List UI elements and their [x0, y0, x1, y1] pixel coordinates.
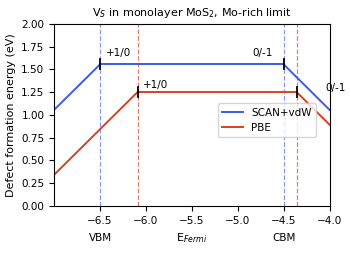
- SCAN+vdW: [98, 63, 102, 66]
- Text: +1/0: +1/0: [143, 80, 168, 90]
- Text: +1/0: +1/0: [106, 48, 132, 58]
- Title: V$_S$ in monolayer MoS$_2$, Mo-rich limit: V$_S$ in monolayer MoS$_2$, Mo-rich limi…: [92, 6, 292, 20]
- Text: CBM: CBM: [272, 233, 296, 243]
- Line: SCAN+vdW: SCAN+vdW: [54, 64, 100, 110]
- Text: 0/-1: 0/-1: [252, 48, 273, 58]
- Text: VBM: VBM: [88, 233, 112, 243]
- Text: 0/-1: 0/-1: [325, 83, 345, 93]
- X-axis label: E$_{Fermi}$: E$_{Fermi}$: [176, 231, 207, 245]
- Legend: SCAN+vdW, PBE: SCAN+vdW, PBE: [218, 103, 316, 137]
- PBE: [135, 90, 140, 93]
- PBE: [52, 173, 56, 176]
- Y-axis label: Defect formation energy (eV): Defect formation energy (eV): [6, 33, 15, 197]
- SCAN+vdW: [52, 108, 56, 111]
- Line: PBE: PBE: [54, 92, 138, 175]
